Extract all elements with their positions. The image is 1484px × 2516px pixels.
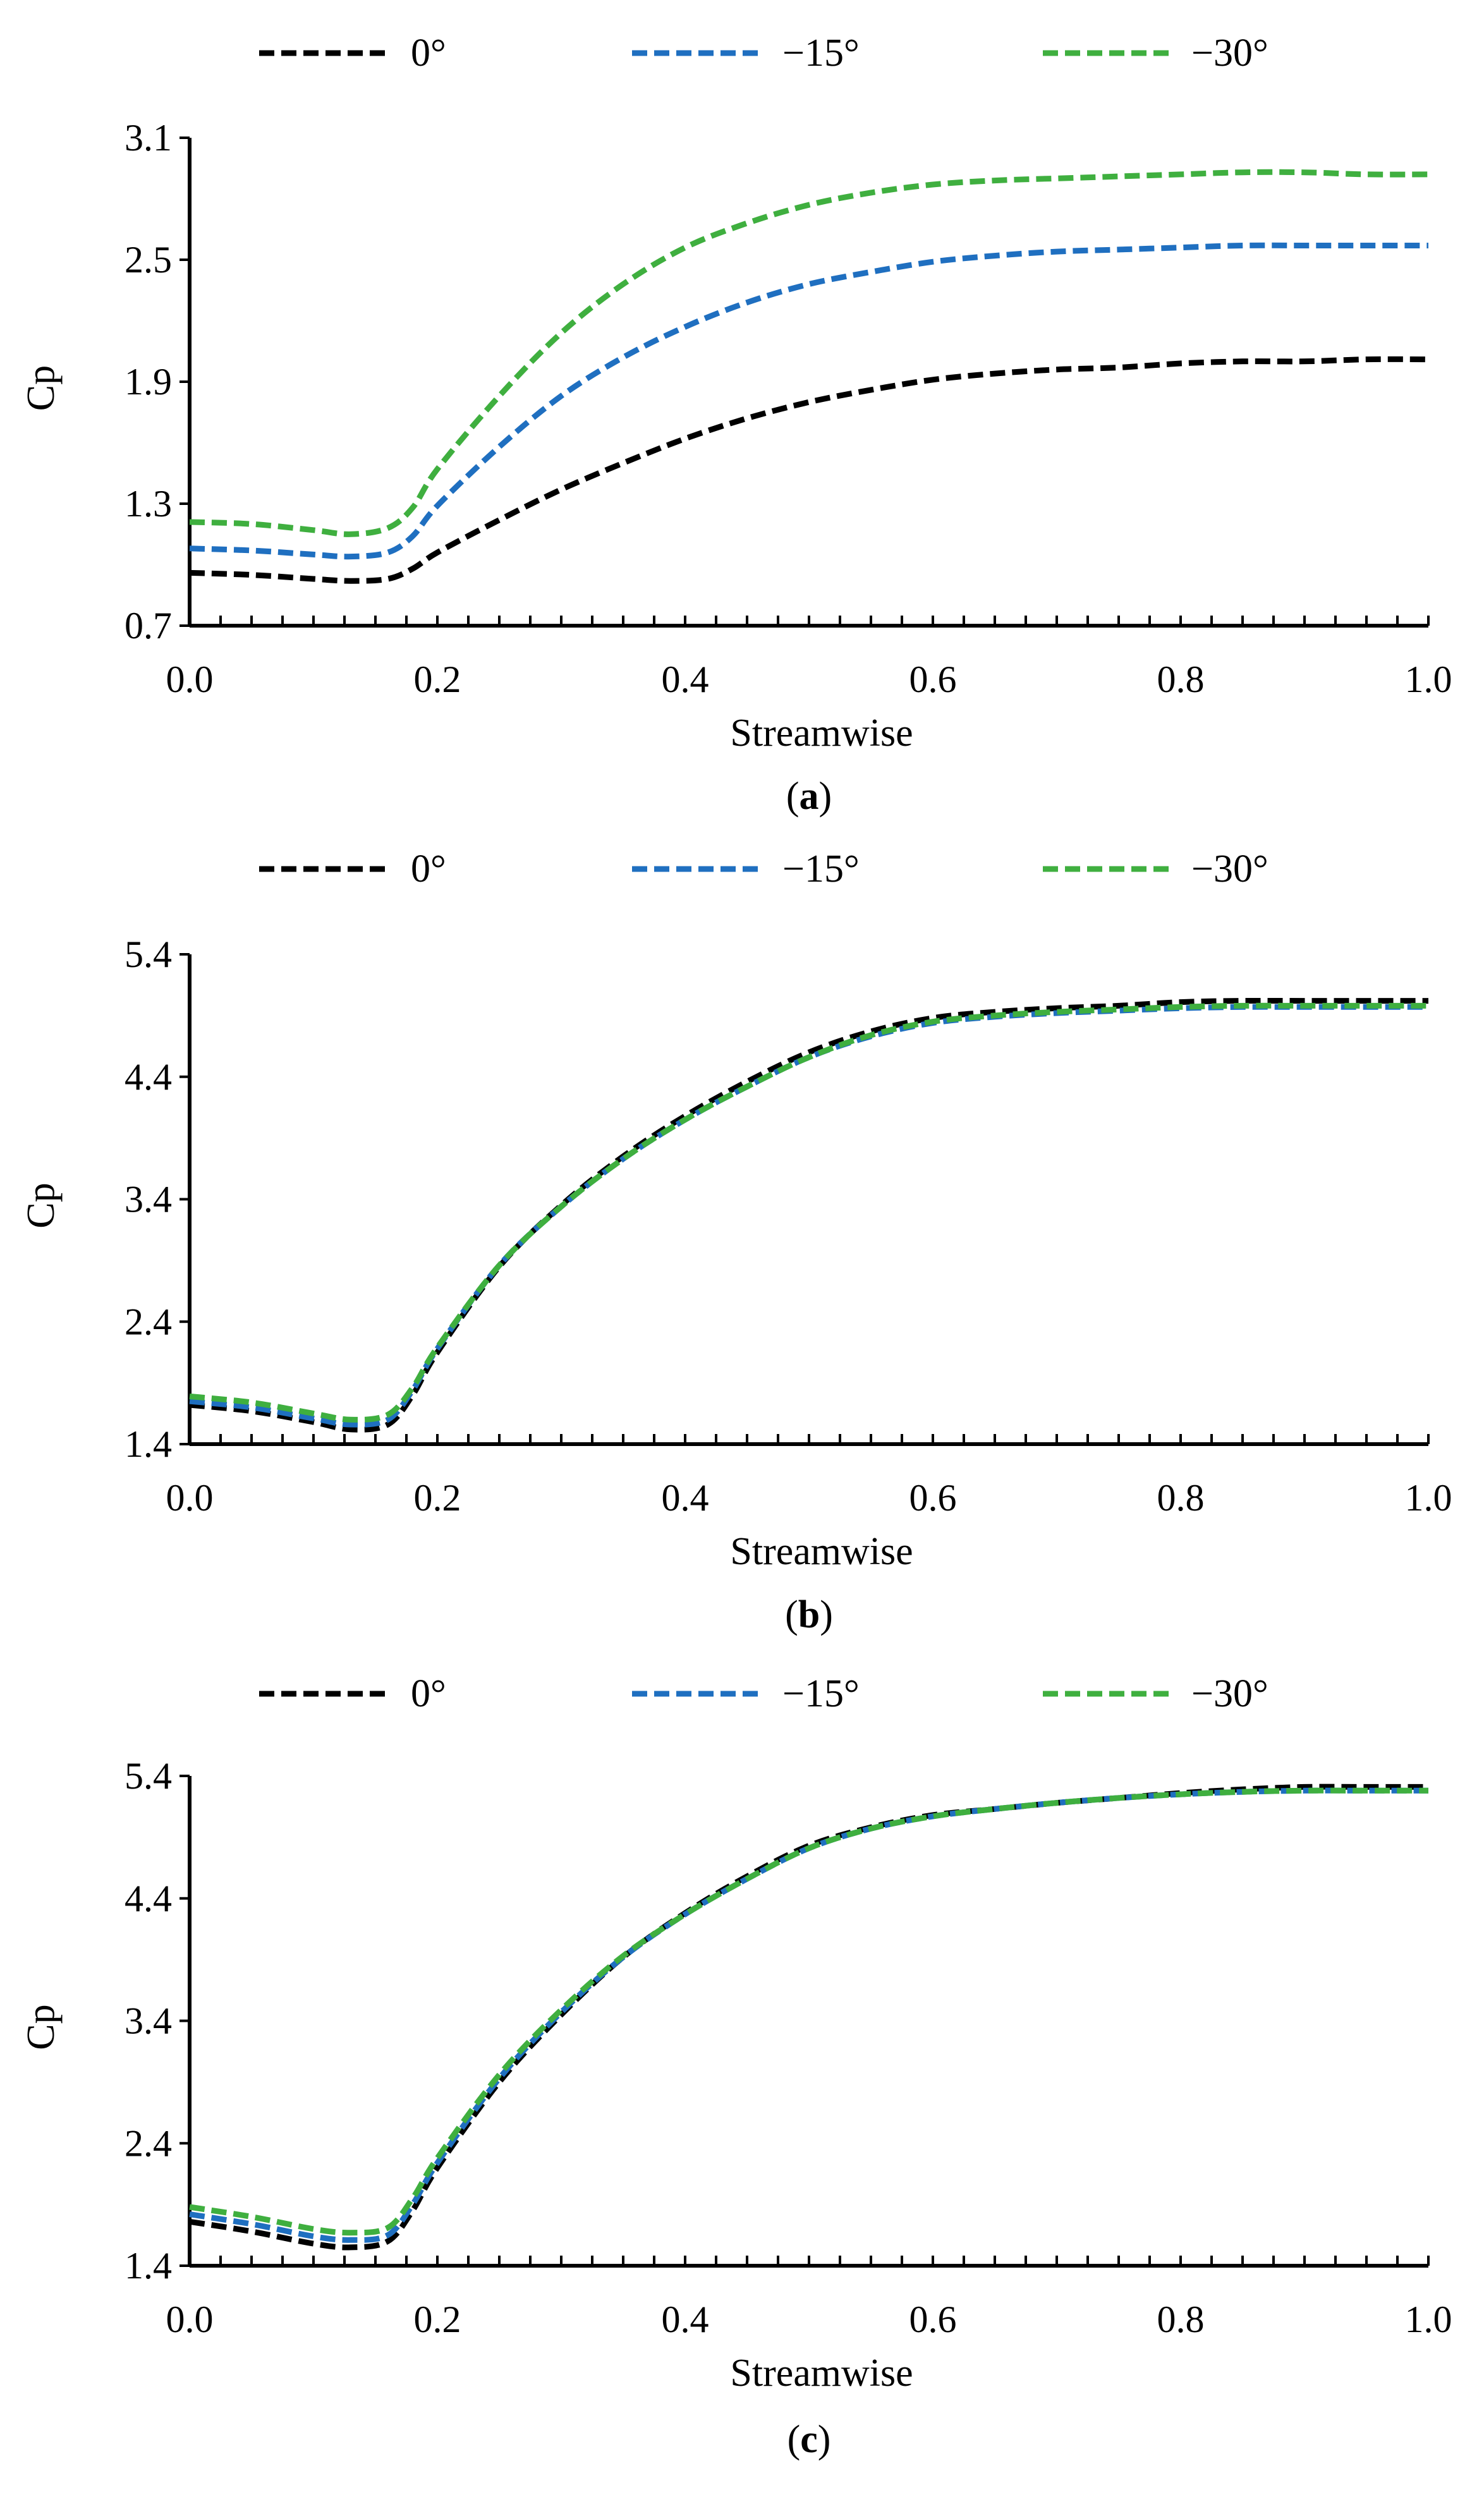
x-axis-title: Streamwise bbox=[730, 712, 913, 755]
panel-b: 0° −15° −30° 1.4 2.4 3.4 4.4 5.4 0.0 0.2 0.4 0.6 0.8… bbox=[20, 848, 1452, 1636]
x-tick-label: 0.0 bbox=[166, 659, 214, 700]
y-tick-label: 1.4 bbox=[125, 2245, 172, 2287]
legend-label: −30° bbox=[1191, 32, 1268, 75]
x-tick-label: 0.2 bbox=[414, 659, 461, 700]
legend-label: −15° bbox=[782, 32, 860, 75]
panel-c: 0° −15° −30° 1.4 2.4 3.4 4.4 5.4 0.0 0.2 0.4 0.6 0.8… bbox=[20, 1672, 1452, 2461]
x-tick-label: 0.6 bbox=[909, 2299, 957, 2340]
legend-label: 0° bbox=[411, 32, 446, 75]
series-line bbox=[189, 356, 1429, 584]
x-tick-label: 0.4 bbox=[662, 1477, 709, 1519]
y-axis-title: Cp bbox=[20, 1182, 63, 1228]
x-tick-label: 0.4 bbox=[662, 659, 709, 700]
y-axis-title: Cp bbox=[20, 365, 63, 411]
series-line bbox=[189, 1004, 1428, 1428]
y-tick-label: 3.1 bbox=[125, 117, 172, 159]
x-tick-label: 1.0 bbox=[1405, 2299, 1452, 2340]
x-tick-label: 0.2 bbox=[414, 1477, 461, 1519]
x-axis-title: Streamwise bbox=[730, 1530, 913, 1573]
legend-label: −30° bbox=[1191, 848, 1268, 890]
x-tick-label: 0.4 bbox=[662, 2299, 709, 2340]
x-axis-title: Streamwise bbox=[730, 2352, 913, 2395]
y-tick-label: 5.4 bbox=[125, 1755, 172, 1797]
legend-label: −15° bbox=[782, 848, 860, 890]
legend-label: 0° bbox=[411, 848, 446, 890]
y-tick-label: 0.7 bbox=[125, 605, 172, 647]
y-axis-title: Cp bbox=[20, 2004, 63, 2050]
x-tick-label: 1.0 bbox=[1405, 1477, 1452, 1519]
y-tick-label: 1.4 bbox=[125, 1423, 172, 1465]
panel-caption: (c) bbox=[788, 2418, 831, 2461]
series-line bbox=[189, 1787, 1428, 2243]
y-tick-label: 5.4 bbox=[125, 933, 172, 975]
x-tick-label: 1.0 bbox=[1405, 659, 1452, 700]
x-tick-label: 0.2 bbox=[414, 2299, 461, 2340]
x-tick-label: 0.8 bbox=[1157, 659, 1205, 700]
legend-label: −30° bbox=[1191, 1672, 1268, 1715]
x-tick-label: 0.6 bbox=[909, 659, 957, 700]
panel-caption: (a) bbox=[786, 775, 832, 818]
x-tick-label: 0.0 bbox=[166, 1477, 214, 1519]
y-tick-label: 3.4 bbox=[125, 1179, 172, 1220]
y-tick-label: 2.5 bbox=[125, 239, 172, 281]
y-tick-label: 1.9 bbox=[125, 361, 172, 403]
x-tick-label: 0.6 bbox=[909, 1477, 957, 1519]
series-line bbox=[189, 242, 1428, 560]
series-line bbox=[189, 169, 1429, 537]
y-tick-label: 2.4 bbox=[125, 1301, 172, 1342]
legend-label: 0° bbox=[411, 1672, 446, 1715]
y-tick-label: 2.4 bbox=[125, 2122, 172, 2164]
x-tick-label: 0.0 bbox=[166, 2299, 214, 2340]
series-line bbox=[189, 1784, 1428, 2251]
series-line bbox=[189, 1787, 1428, 2236]
legend-label: −15° bbox=[782, 1672, 860, 1715]
y-tick-label: 4.4 bbox=[125, 1056, 172, 1098]
series-line bbox=[189, 1002, 1428, 1423]
x-tick-label: 0.8 bbox=[1157, 2299, 1205, 2340]
y-tick-label: 4.4 bbox=[125, 1878, 172, 1919]
panel-caption: (b) bbox=[785, 1593, 833, 1636]
y-tick-label: 1.3 bbox=[125, 483, 172, 525]
panel-a: 0° −15° −30° 0.7 1.3 1.9 2.5 3.1 0.0 0.2 0.4 0.6 0.8… bbox=[20, 32, 1452, 818]
series-line bbox=[189, 997, 1428, 1433]
x-tick-label: 0.8 bbox=[1157, 1477, 1205, 1519]
y-tick-label: 3.4 bbox=[125, 2000, 172, 2042]
